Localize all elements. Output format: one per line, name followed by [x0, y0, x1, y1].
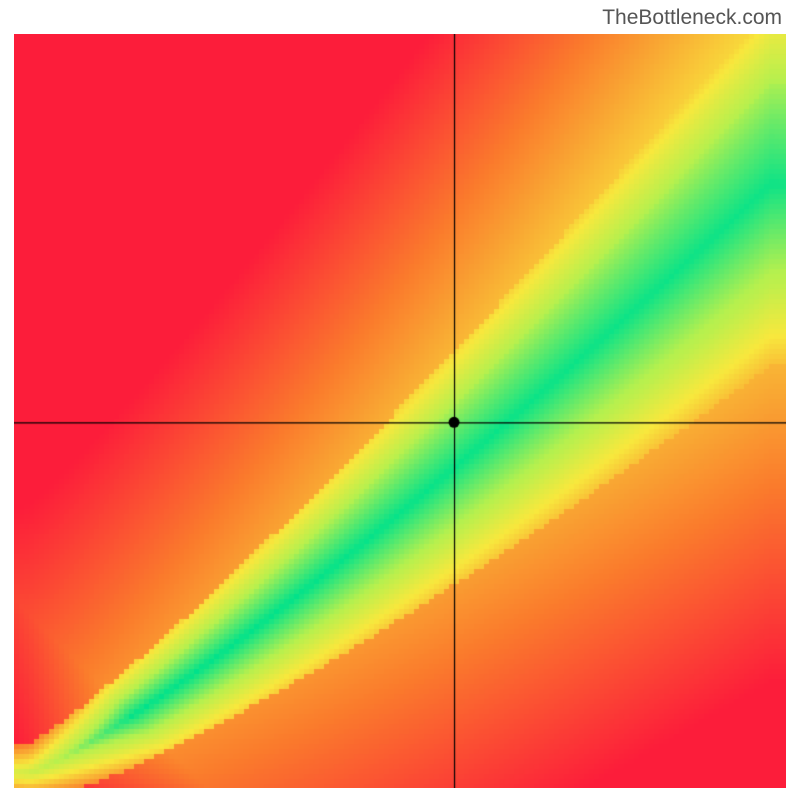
watermark-text: TheBottleneck.com: [602, 6, 782, 30]
heatmap-chart: [14, 34, 786, 788]
chart-container: TheBottleneck.com: [0, 0, 800, 800]
heatmap-canvas: [14, 34, 786, 788]
